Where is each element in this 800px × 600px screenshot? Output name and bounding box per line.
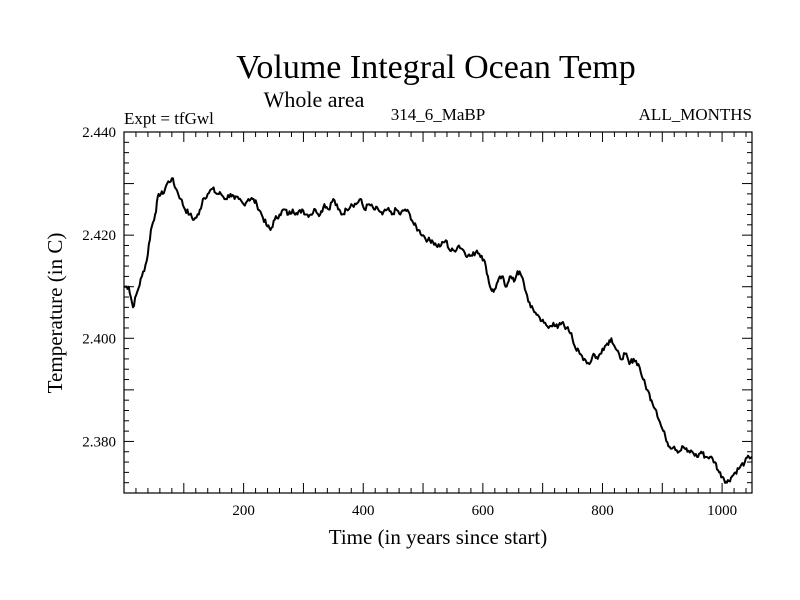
axis-ticks-group <box>124 132 752 493</box>
x-tick-label: 1000 <box>707 503 737 519</box>
y-axis-label: Temperature (in C) <box>43 233 67 394</box>
plot-frame <box>123 131 753 494</box>
y-tick-label: 2.440 <box>82 125 116 141</box>
x-tick-label: 600 <box>472 503 495 519</box>
x-axis-label: Time (in years since start) <box>329 525 548 549</box>
y-tick-label: 2.420 <box>82 228 116 244</box>
header-center-label: 314_6_MaBP <box>391 105 485 124</box>
tick-labels-group: 200 400 600 800 1000 2.380 2.400 2.420 2.440 <box>82 125 737 519</box>
series-line <box>123 177 753 484</box>
header-left-label: Expt = tfGwl <box>124 109 214 128</box>
y-tick-label: 2.380 <box>82 434 116 450</box>
chart-subtitle: Whole area <box>264 87 365 112</box>
y-tick-label: 2.400 <box>82 331 116 347</box>
header-right-label: ALL_MONTHS <box>639 105 752 124</box>
x-tick-label: 800 <box>591 503 614 519</box>
x-tick-label: 200 <box>232 503 255 519</box>
x-tick-label: 400 <box>352 503 375 519</box>
chart-title: Volume Integral Ocean Temp <box>236 49 636 86</box>
